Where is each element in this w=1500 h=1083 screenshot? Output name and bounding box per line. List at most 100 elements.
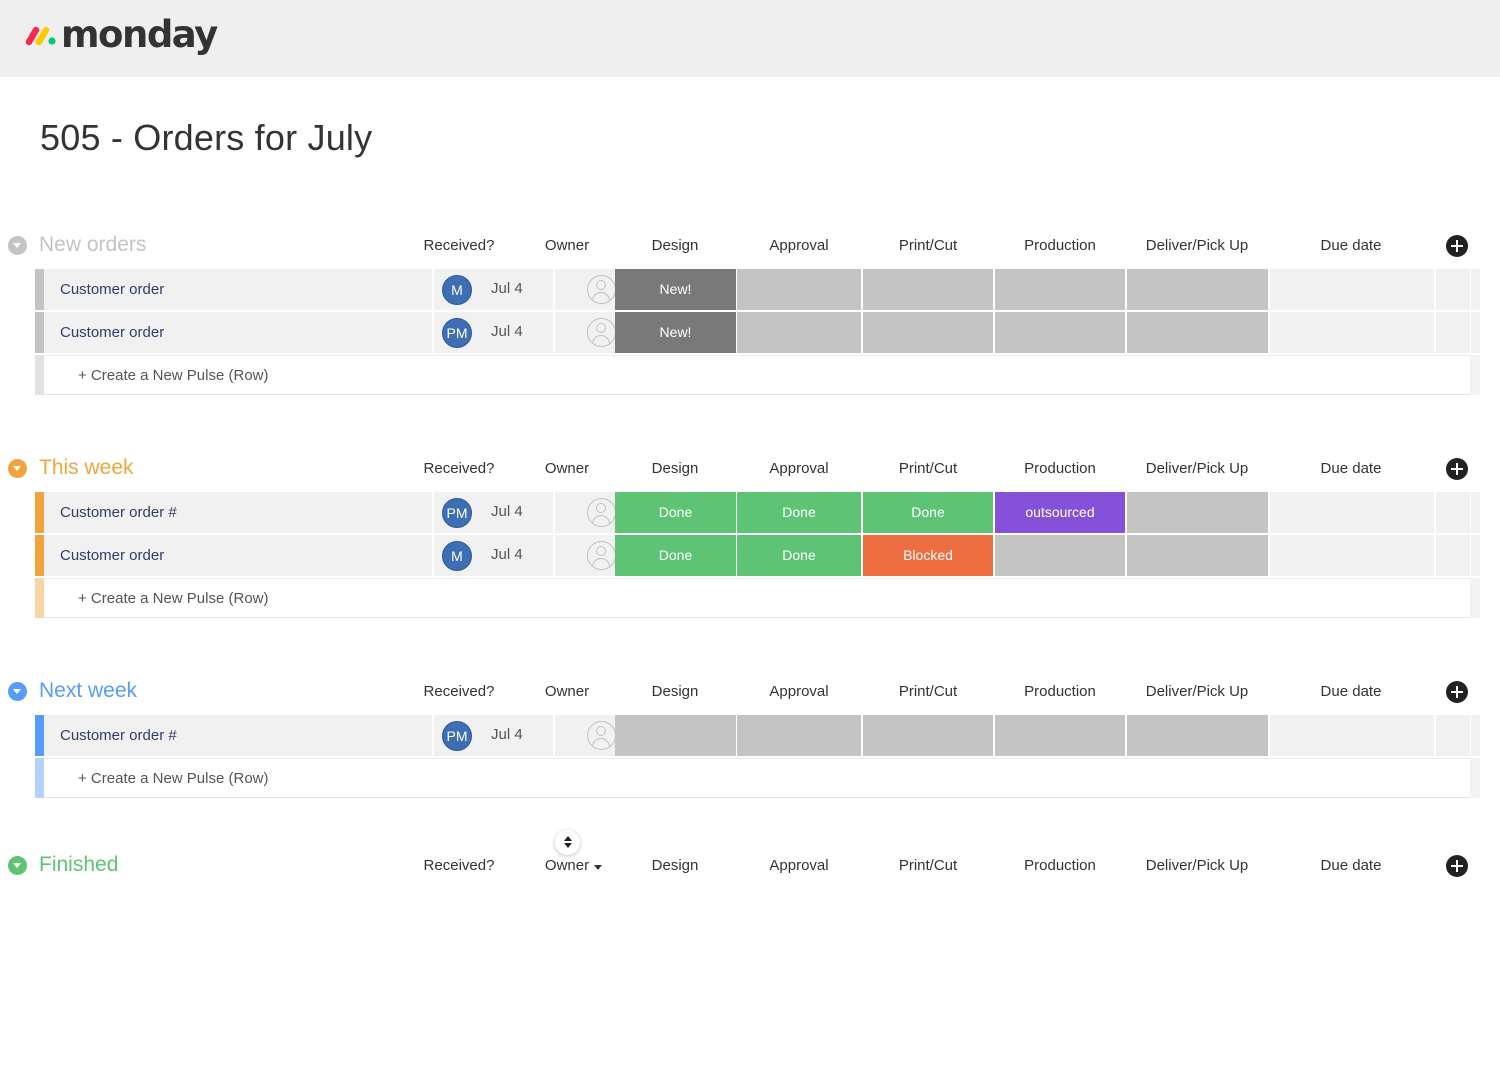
column-header[interactable]: Due date <box>1281 857 1421 874</box>
status-cell-approval[interactable] <box>737 269 861 310</box>
status-cell-print-cut[interactable] <box>863 269 993 310</box>
received-cell[interactable]: M Jul 4 <box>434 269 553 310</box>
column-header[interactable]: Approval <box>729 683 869 700</box>
status-cell-design[interactable]: New! <box>615 312 736 353</box>
create-pulse-row[interactable]: + Create a New Pulse (Row) <box>35 355 1480 397</box>
column-header[interactable]: Due date <box>1281 237 1421 254</box>
avatar[interactable]: PM <box>442 721 472 751</box>
status-cell-approval[interactable] <box>737 312 861 353</box>
collapse-group-icon[interactable] <box>8 459 27 478</box>
column-header[interactable]: Deliver/Pick Up <box>1127 460 1267 477</box>
create-pulse-row[interactable]: + Create a New Pulse (Row) <box>35 578 1480 620</box>
received-cell[interactable]: PM Jul 4 <box>434 715 553 756</box>
avatar[interactable]: M <box>442 275 472 305</box>
status-cell-production[interactable]: outsourced <box>995 492 1125 533</box>
column-header[interactable]: Production <box>990 237 1130 254</box>
column-header[interactable]: Approval <box>729 237 869 254</box>
column-header[interactable]: Design <box>605 683 745 700</box>
pulse-name[interactable]: Customer order # <box>44 715 432 756</box>
column-header[interactable]: Production <box>990 857 1130 874</box>
group-title[interactable]: Next week <box>39 679 137 703</box>
status-cell-deliver-pick-up[interactable] <box>1127 715 1268 756</box>
pulse-name[interactable]: Customer order <box>44 535 432 576</box>
person-placeholder-icon[interactable] <box>587 721 616 750</box>
group-title[interactable]: Finished <box>39 853 118 877</box>
column-header[interactable]: Print/Cut <box>858 460 998 477</box>
create-pulse-label[interactable]: + Create a New Pulse (Row) <box>78 590 269 607</box>
collapse-group-icon[interactable] <box>8 856 27 875</box>
person-placeholder-icon[interactable] <box>587 318 616 347</box>
collapse-group-icon[interactable] <box>8 236 27 255</box>
received-cell[interactable]: PM Jul 4 <box>434 312 553 353</box>
column-header[interactable]: Deliver/Pick Up <box>1127 237 1267 254</box>
received-cell[interactable]: M Jul 4 <box>434 535 553 576</box>
column-header[interactable]: Print/Cut <box>858 237 998 254</box>
status-cell-deliver-pick-up[interactable] <box>1127 535 1268 576</box>
avatar[interactable]: PM <box>442 318 472 348</box>
pulse-name[interactable]: Customer order <box>44 312 432 353</box>
create-pulse-label[interactable]: + Create a New Pulse (Row) <box>78 770 269 787</box>
status-cell-production[interactable] <box>995 535 1125 576</box>
create-pulse-row[interactable]: + Create a New Pulse (Row) <box>35 758 1480 800</box>
add-column-icon[interactable] <box>1446 855 1468 877</box>
group-title[interactable]: This week <box>39 456 134 480</box>
status-cell-design[interactable]: Done <box>615 535 736 576</box>
due-date-cell[interactable] <box>1270 535 1434 576</box>
create-row-box[interactable]: + Create a New Pulse (Row) <box>44 355 1470 395</box>
create-pulse-label[interactable]: + Create a New Pulse (Row) <box>78 367 269 384</box>
row-menu-cell[interactable] <box>1436 269 1470 310</box>
column-header[interactable]: Approval <box>729 460 869 477</box>
create-row-box[interactable]: + Create a New Pulse (Row) <box>44 758 1470 798</box>
status-cell-design[interactable]: Done <box>615 492 736 533</box>
due-date-cell[interactable] <box>1270 269 1434 310</box>
sort-caret-icon[interactable] <box>594 865 602 870</box>
status-cell-print-cut[interactable] <box>863 312 993 353</box>
column-header[interactable]: Production <box>990 683 1130 700</box>
status-cell-deliver-pick-up[interactable] <box>1127 312 1268 353</box>
column-header[interactable]: Due date <box>1281 460 1421 477</box>
column-header[interactable]: Production <box>990 460 1130 477</box>
status-cell-approval[interactable]: Done <box>737 535 861 576</box>
avatar[interactable]: M <box>442 541 472 571</box>
column-header[interactable]: Design <box>605 857 745 874</box>
person-placeholder-icon[interactable] <box>587 541 616 570</box>
row-menu-cell[interactable] <box>1436 492 1470 533</box>
add-column-icon[interactable] <box>1446 235 1468 257</box>
person-placeholder-icon[interactable] <box>587 498 616 527</box>
group-title[interactable]: New orders <box>39 233 146 257</box>
status-cell-design[interactable]: New! <box>615 269 736 310</box>
due-date-cell[interactable] <box>1270 492 1434 533</box>
row-menu-cell[interactable] <box>1436 535 1470 576</box>
pulse-name[interactable]: Customer order <box>44 269 432 310</box>
create-row-box[interactable]: + Create a New Pulse (Row) <box>44 578 1470 618</box>
column-header[interactable]: Print/Cut <box>858 857 998 874</box>
status-cell-production[interactable] <box>995 715 1125 756</box>
column-header[interactable]: Approval <box>729 857 869 874</box>
column-header[interactable]: Design <box>605 237 745 254</box>
due-date-cell[interactable] <box>1270 715 1434 756</box>
status-cell-approval[interactable]: Done <box>737 492 861 533</box>
person-placeholder-icon[interactable] <box>587 275 616 304</box>
due-date-cell[interactable] <box>1270 312 1434 353</box>
column-header[interactable]: Print/Cut <box>858 683 998 700</box>
column-header[interactable]: Deliver/Pick Up <box>1127 857 1267 874</box>
status-cell-approval[interactable] <box>737 715 861 756</box>
status-cell-production[interactable] <box>995 269 1125 310</box>
status-cell-print-cut[interactable]: Blocked <box>863 535 993 576</box>
row-menu-cell[interactable] <box>1436 312 1470 353</box>
status-cell-print-cut[interactable]: Done <box>863 492 993 533</box>
avatar[interactable]: PM <box>442 498 472 528</box>
column-header[interactable]: Design <box>605 460 745 477</box>
collapse-group-icon[interactable] <box>8 682 27 701</box>
status-cell-design[interactable] <box>615 715 736 756</box>
status-cell-production[interactable] <box>995 312 1125 353</box>
column-header[interactable]: Deliver/Pick Up <box>1127 683 1267 700</box>
sort-handle[interactable] <box>555 830 580 855</box>
pulse-name[interactable]: Customer order # <box>44 492 432 533</box>
status-cell-print-cut[interactable] <box>863 715 993 756</box>
column-header[interactable]: Due date <box>1281 683 1421 700</box>
received-cell[interactable]: PM Jul 4 <box>434 492 553 533</box>
status-cell-deliver-pick-up[interactable] <box>1127 492 1268 533</box>
row-menu-cell[interactable] <box>1436 715 1470 756</box>
status-cell-deliver-pick-up[interactable] <box>1127 269 1268 310</box>
